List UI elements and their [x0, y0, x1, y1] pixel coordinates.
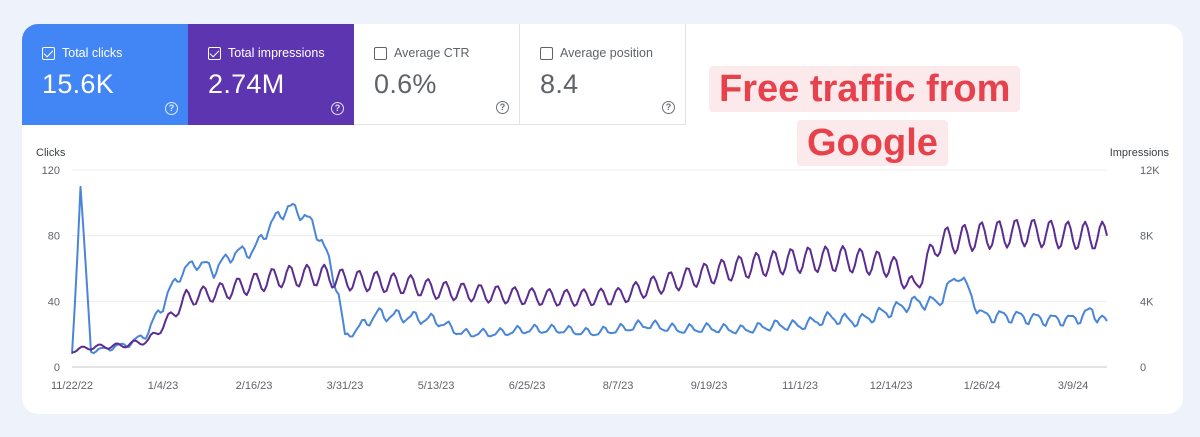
average-ctr-label: Average CTR: [394, 46, 470, 60]
total-clicks-checkbox[interactable]: [42, 46, 55, 60]
total-clicks-label: Total clicks: [62, 46, 123, 60]
left-axis-tick-label: 120: [42, 165, 60, 177]
performance-chart: 0 0 40 4K 80 8K 120 12K 11/22/22 1/4/23 2/16/23 3/3…: [42, 165, 1161, 392]
total-clicks-tab[interactable]: Total clicks 15.6K ?: [22, 24, 188, 125]
left-axis-title: Clicks: [36, 147, 66, 159]
x-axis-tick-label: 2/16/23: [236, 380, 273, 392]
total-impressions-checkbox[interactable]: [208, 46, 221, 60]
x-axis-tick-label: 11/1/23: [782, 380, 818, 392]
total-impressions-label: Total impressions: [228, 46, 325, 60]
right-axis-title: Impressions: [1109, 147, 1169, 159]
impressions-series-line: [71, 219, 1108, 354]
x-axis-tick-label: 11/22/22: [51, 380, 93, 392]
average-position-tab[interactable]: Average position 8.4 ?: [520, 24, 686, 125]
x-axis-tick-label: 1/4/23: [148, 380, 179, 392]
average-position-checkbox[interactable]: [540, 46, 553, 60]
total-impressions-tab[interactable]: Total impressions 2.74M ?: [188, 24, 354, 125]
left-axis-tick-label: 40: [48, 296, 60, 308]
total-clicks-value: 15.6K: [42, 69, 115, 99]
help-icon[interactable]: ?: [496, 101, 509, 114]
banner-line-2: Google: [797, 120, 948, 166]
x-axis-tick-label: 3/31/23: [327, 380, 364, 392]
x-axis-tick-label: 5/13/23: [418, 380, 455, 392]
average-position-label: Average position: [560, 46, 653, 60]
help-icon[interactable]: ?: [165, 102, 178, 115]
x-axis-tick-label: 9/19/23: [691, 380, 728, 392]
x-axis-tick-label: 6/25/23: [509, 380, 546, 392]
clicks-series-line: [71, 185, 1108, 355]
right-axis-tick-label: 12K: [1140, 165, 1160, 177]
x-axis-tick-label: 1/26/24: [964, 380, 1001, 392]
x-axis-tick-label: 8/7/23: [603, 380, 634, 392]
average-position-value: 8.4: [540, 69, 579, 99]
x-axis-tick-label: 12/14/23: [870, 380, 913, 392]
average-ctr-tab[interactable]: Average CTR 0.6% ?: [354, 24, 520, 125]
help-icon[interactable]: ?: [331, 102, 344, 115]
right-axis-tick-label: 0: [1140, 362, 1146, 374]
total-impressions-value: 2.74M: [208, 69, 285, 99]
left-axis-tick-label: 80: [48, 231, 60, 243]
average-ctr-value: 0.6%: [374, 69, 437, 99]
right-axis-tick-label: 4K: [1140, 296, 1154, 308]
left-axis-tick-label: 0: [54, 362, 60, 374]
average-ctr-checkbox[interactable]: [374, 46, 387, 60]
right-axis-tick-label: 8K: [1140, 231, 1154, 243]
banner-line-1: Free traffic from: [709, 66, 1021, 112]
help-icon[interactable]: ?: [662, 101, 675, 114]
x-axis-tick-label: 3/9/24: [1058, 380, 1089, 392]
